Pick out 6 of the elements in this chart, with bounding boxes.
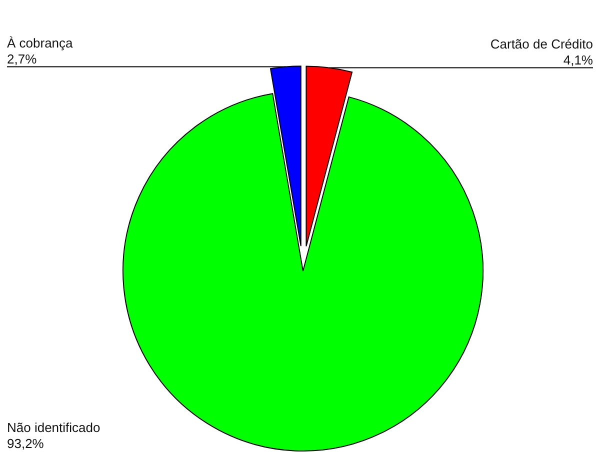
slice-label: Cartão de Crédito <box>490 36 593 52</box>
data-label: 93,2% <box>7 436 44 451</box>
slice-label: Não identificado <box>7 420 100 435</box>
data-label: 4,1% <box>563 52 594 68</box>
data-label: 2,7% <box>7 52 38 67</box>
slice-label: À cobrança <box>7 36 74 51</box>
